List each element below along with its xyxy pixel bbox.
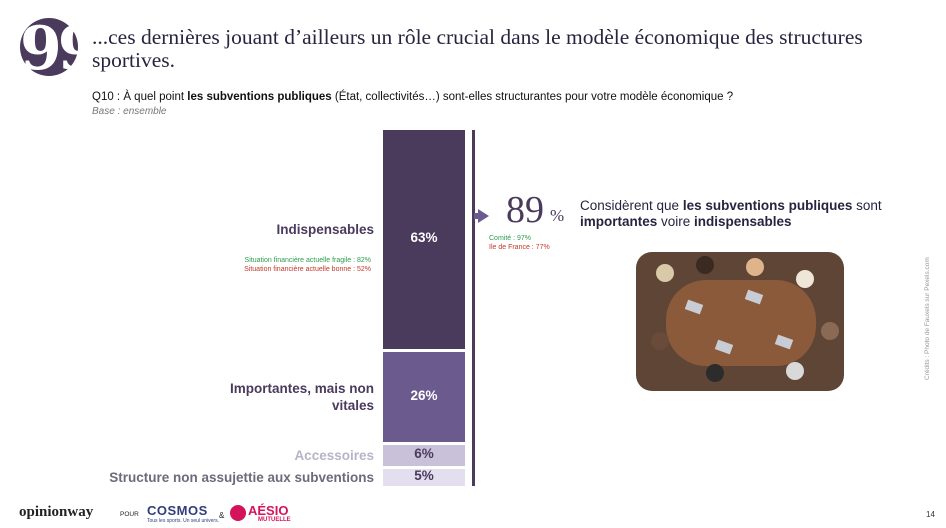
- note-bonne: Situation financière actuelle bonne : 52…: [244, 266, 371, 273]
- quote-icon: 99: [20, 14, 100, 84]
- summary-comite: Comité : 97%: [489, 235, 532, 242]
- question-suffix: (État, collectivités…) sont-elles struct…: [331, 91, 734, 103]
- question-text: Q10 : À quel point les subventions publi…: [92, 91, 733, 103]
- note-fragile: Situation financière actuelle fragile : …: [244, 257, 371, 264]
- summary-text: Considèrent que les subventions publique…: [580, 198, 882, 229]
- category-label: Indispensables: [276, 222, 374, 238]
- pour-text: POUR: [120, 511, 139, 518]
- bar-value-label: 5%: [414, 468, 434, 484]
- bar-value-label: 63%: [410, 230, 438, 246]
- photo-person: [696, 256, 714, 274]
- aesio-logo: AÉSIO: [248, 503, 289, 518]
- page-number: 14: [926, 510, 935, 519]
- ampersand: &: [219, 511, 225, 520]
- summary-value: 89: [506, 189, 544, 231]
- bar-segment: [383, 468, 465, 486]
- base-text: Base : ensemble: [92, 106, 167, 117]
- photo-table: [666, 280, 816, 366]
- page-title: ...ces dernières jouant d’ailleurs un rô…: [92, 25, 863, 72]
- bar-segment: [383, 444, 465, 466]
- photo-person: [651, 332, 669, 350]
- bar-segment: [383, 351, 465, 442]
- question-bold: les subventions publiques: [187, 91, 332, 103]
- photo-person: [796, 270, 814, 288]
- meeting-photo: [636, 252, 844, 391]
- bar-value-label: 6%: [414, 446, 434, 462]
- category-label: Importantes, mais non vitales: [229, 380, 374, 413]
- summary-percent-sign: %: [550, 206, 565, 225]
- bar-segment: [383, 130, 465, 349]
- category-label: Accessoires: [294, 448, 374, 464]
- cosmos-tagline: Tous les sports. Un seul univers.: [147, 518, 219, 524]
- photo-person: [821, 322, 839, 340]
- photo-person: [706, 364, 724, 382]
- bracket-line: [472, 130, 475, 486]
- photo-person: [656, 264, 674, 282]
- category-label: Structure non assujettie aux subventions: [109, 470, 374, 486]
- arrow-stem: [474, 213, 480, 219]
- photo-person: [786, 362, 804, 380]
- photo-person: [746, 258, 764, 276]
- summary-idf: Ile de France : 77%: [489, 244, 550, 251]
- aesio-logo-icon: [230, 505, 246, 521]
- opinionway-logo: opinionway: [19, 504, 94, 520]
- arrow-icon: [478, 209, 489, 223]
- cosmos-logo: COSMOS: [147, 503, 208, 518]
- bar-value-label: 26%: [410, 387, 438, 403]
- aesio-mutuelle: MUTUELLE: [258, 517, 291, 523]
- photo-credits: Crédits : Photo de Fauxels sur Pexels.co…: [924, 257, 931, 380]
- question-prefix: Q10 : À quel point: [92, 91, 188, 103]
